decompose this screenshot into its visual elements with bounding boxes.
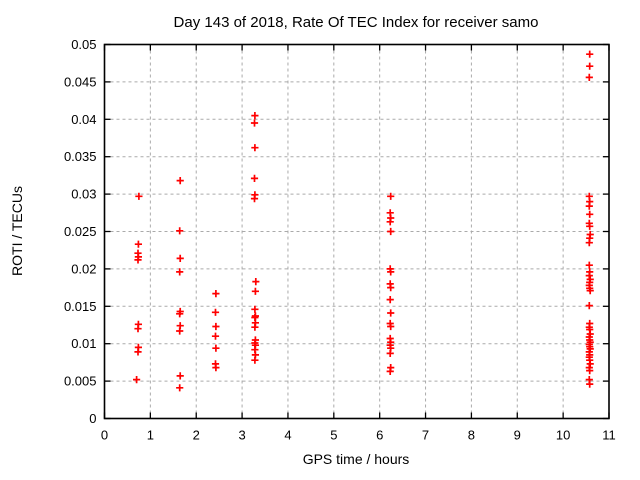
y-tick-label: 0.025 (64, 224, 97, 239)
x-tick-label: 5 (330, 428, 337, 443)
x-tick-label: 10 (556, 428, 570, 443)
x-tick-label: 0 (101, 428, 108, 443)
data-point-marker (387, 284, 395, 292)
x-axis-label: GPS time / hours (303, 451, 410, 467)
data-point-marker (250, 195, 259, 203)
data-point-marker (585, 239, 593, 247)
data-point-marker (251, 144, 259, 152)
data-point-marker (176, 384, 184, 392)
data-point-marker (211, 308, 220, 316)
data-point-marker (212, 290, 220, 298)
data-point-marker (586, 360, 594, 368)
data-point-marker (386, 296, 394, 304)
x-tick-label: 3 (238, 428, 245, 443)
y-tick-label: 0.035 (64, 149, 97, 164)
data-point-marker (386, 367, 394, 375)
data-point-marker (586, 50, 594, 58)
x-tick-label: 6 (376, 428, 383, 443)
data-point-marker (211, 332, 220, 340)
data-point-marker (585, 272, 593, 280)
y-tick-label: 0.05 (71, 37, 96, 52)
y-tick-label: 0.04 (71, 112, 96, 127)
x-tick-label: 11 (602, 428, 616, 443)
data-point-marker (134, 325, 142, 333)
data-point-marker (585, 302, 593, 310)
x-tick-label: 7 (422, 428, 429, 443)
y-tick-label: 0.03 (71, 187, 96, 202)
data-point-marker (251, 356, 259, 364)
data-point-marker (586, 210, 594, 218)
data-point-marker (586, 367, 594, 375)
data-point-marker (134, 348, 142, 356)
data-point-marker (251, 287, 259, 295)
data-point-marker (133, 376, 141, 384)
data-point-marker (212, 344, 220, 352)
data-points (133, 50, 594, 392)
data-point-marker (585, 261, 593, 269)
x-tick-label: 4 (284, 428, 291, 443)
data-point-marker (251, 305, 259, 313)
data-point-marker (252, 278, 260, 286)
data-point-marker (250, 174, 259, 182)
data-point-marker (212, 364, 220, 372)
x-tick-label: 2 (193, 428, 200, 443)
data-point-marker (386, 218, 394, 226)
x-tick-label: 9 (514, 428, 521, 443)
data-point-marker (586, 222, 594, 230)
data-point-marker (585, 73, 593, 81)
data-point-marker (250, 119, 259, 127)
data-point-marker (176, 372, 184, 380)
data-point-marker (387, 227, 395, 236)
data-point-marker (387, 268, 395, 276)
x-tick-labels: 0 1 2 3 4 5 6 7 8 9 10 11 (101, 428, 616, 443)
plot-border-rect (103, 43, 610, 420)
data-point-marker (586, 62, 594, 70)
data-point-marker (134, 240, 142, 248)
data-point-marker (251, 323, 259, 331)
y-tick-label: 0.02 (71, 261, 96, 276)
data-point-marker (251, 112, 259, 120)
data-point-marker (134, 256, 142, 264)
data-point-marker (586, 287, 594, 295)
data-point-marker (212, 322, 220, 331)
x-tick-label: 1 (147, 428, 154, 443)
data-point-marker (386, 349, 394, 357)
data-point-marker (585, 202, 593, 210)
data-point-marker (176, 177, 184, 185)
y-tick-label: 0.015 (64, 299, 97, 314)
data-point-marker (586, 380, 594, 388)
x-tick-label: 8 (468, 428, 475, 443)
data-point-marker (176, 227, 184, 235)
data-point-marker (176, 254, 184, 262)
data-point-marker (135, 192, 143, 200)
data-point-marker (176, 268, 184, 276)
y-tick-label: 0.01 (71, 336, 96, 351)
y-tick-label: 0.005 (64, 374, 97, 389)
y-tick-label: 0.045 (64, 74, 97, 89)
gridlines (104, 44, 609, 419)
data-point-marker (387, 322, 395, 331)
data-point-marker (387, 309, 395, 317)
data-point-marker (387, 192, 395, 200)
y-axis-label: ROTI / TECUs (9, 186, 25, 276)
plot-border (103, 43, 610, 420)
data-point-marker (176, 310, 184, 318)
y-tick-labels: 0 0.005 0.01 0.015 0.02 0.025 0.03 0.035 0.04 0.0… (64, 37, 97, 426)
chart-title: Day 143 of 2018, Rate Of TEC Index for r… (174, 14, 539, 31)
y-tick-label: 0 (89, 411, 96, 426)
data-point-marker (176, 327, 184, 335)
